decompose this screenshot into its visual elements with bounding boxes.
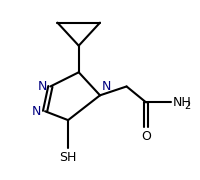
Text: N: N	[102, 80, 111, 93]
Text: NH: NH	[173, 96, 191, 109]
Text: SH: SH	[59, 151, 77, 164]
Text: N: N	[37, 80, 47, 93]
Text: O: O	[141, 130, 151, 143]
Text: N: N	[32, 105, 42, 118]
Text: 2: 2	[185, 101, 191, 111]
